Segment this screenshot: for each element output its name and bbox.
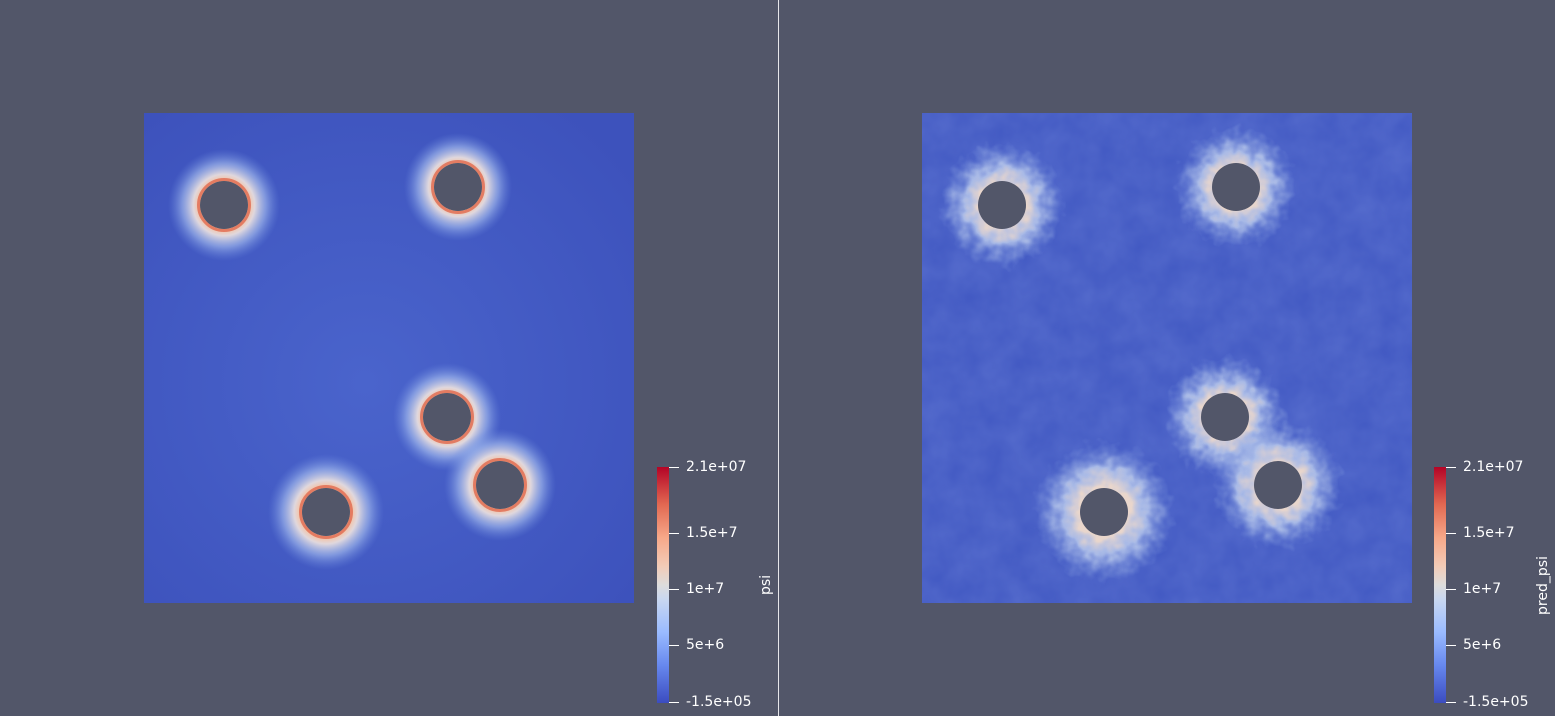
psi-tick-min: -1.5e+05	[669, 694, 751, 710]
psi-tick-max: 2.1e+07	[669, 459, 746, 475]
pred-hole-3	[1201, 393, 1249, 441]
psi-tick-2: 1e+7	[669, 581, 724, 597]
pred-hole-4	[1254, 461, 1302, 509]
view-divider[interactable]	[778, 0, 779, 716]
hole-3	[423, 393, 471, 441]
pred-hole-2	[1212, 163, 1260, 211]
pred-psi-tick-2: 1e+7	[1446, 581, 1501, 597]
hole-5	[302, 488, 350, 536]
hole-2	[434, 163, 482, 211]
psi-colorbar-title: psi	[758, 574, 774, 595]
psi-tick-1: 1.5e+7	[669, 525, 738, 541]
pred-psi-tick-min: -1.5e+05	[1446, 694, 1528, 710]
hole-1	[200, 181, 248, 229]
hole-4	[476, 461, 524, 509]
psi-tick-3: 5e+6	[669, 637, 724, 653]
pred-psi-tick-3: 5e+6	[1446, 637, 1501, 653]
psi-red-edges	[197, 160, 527, 539]
psi-colorbar: 2.1e+07 1.5e+7 1e+7 5e+6 -1.5e+05	[657, 459, 751, 710]
pred-psi-field-plot	[922, 113, 1412, 603]
psi-holes	[200, 163, 524, 536]
pred-psi-colorbar-title: pred_psi	[1535, 556, 1551, 615]
pred-hole-5	[1080, 488, 1128, 536]
psi-field-plot	[144, 113, 634, 603]
pred-psi-colorbar-gradient	[1434, 467, 1446, 703]
pred-psi-tick-1: 1.5e+7	[1446, 525, 1515, 541]
psi-colorbar-gradient	[657, 467, 669, 703]
pred-psi-colorbar: 2.1e+07 1.5e+7 1e+7 5e+6 -1.5e+05	[1434, 459, 1528, 710]
pred-psi-holes	[978, 163, 1302, 536]
pred-hole-1	[978, 181, 1026, 229]
render-view-psi[interactable]: 2.1e+07 1.5e+7 1e+7 5e+6 -1.5e+05 psi	[0, 0, 778, 716]
render-view-pred-psi[interactable]: 2.1e+07 1.5e+7 1e+7 5e+6 -1.5e+05 pred_p…	[779, 0, 1555, 716]
pred-psi-tick-max: 2.1e+07	[1446, 459, 1523, 475]
